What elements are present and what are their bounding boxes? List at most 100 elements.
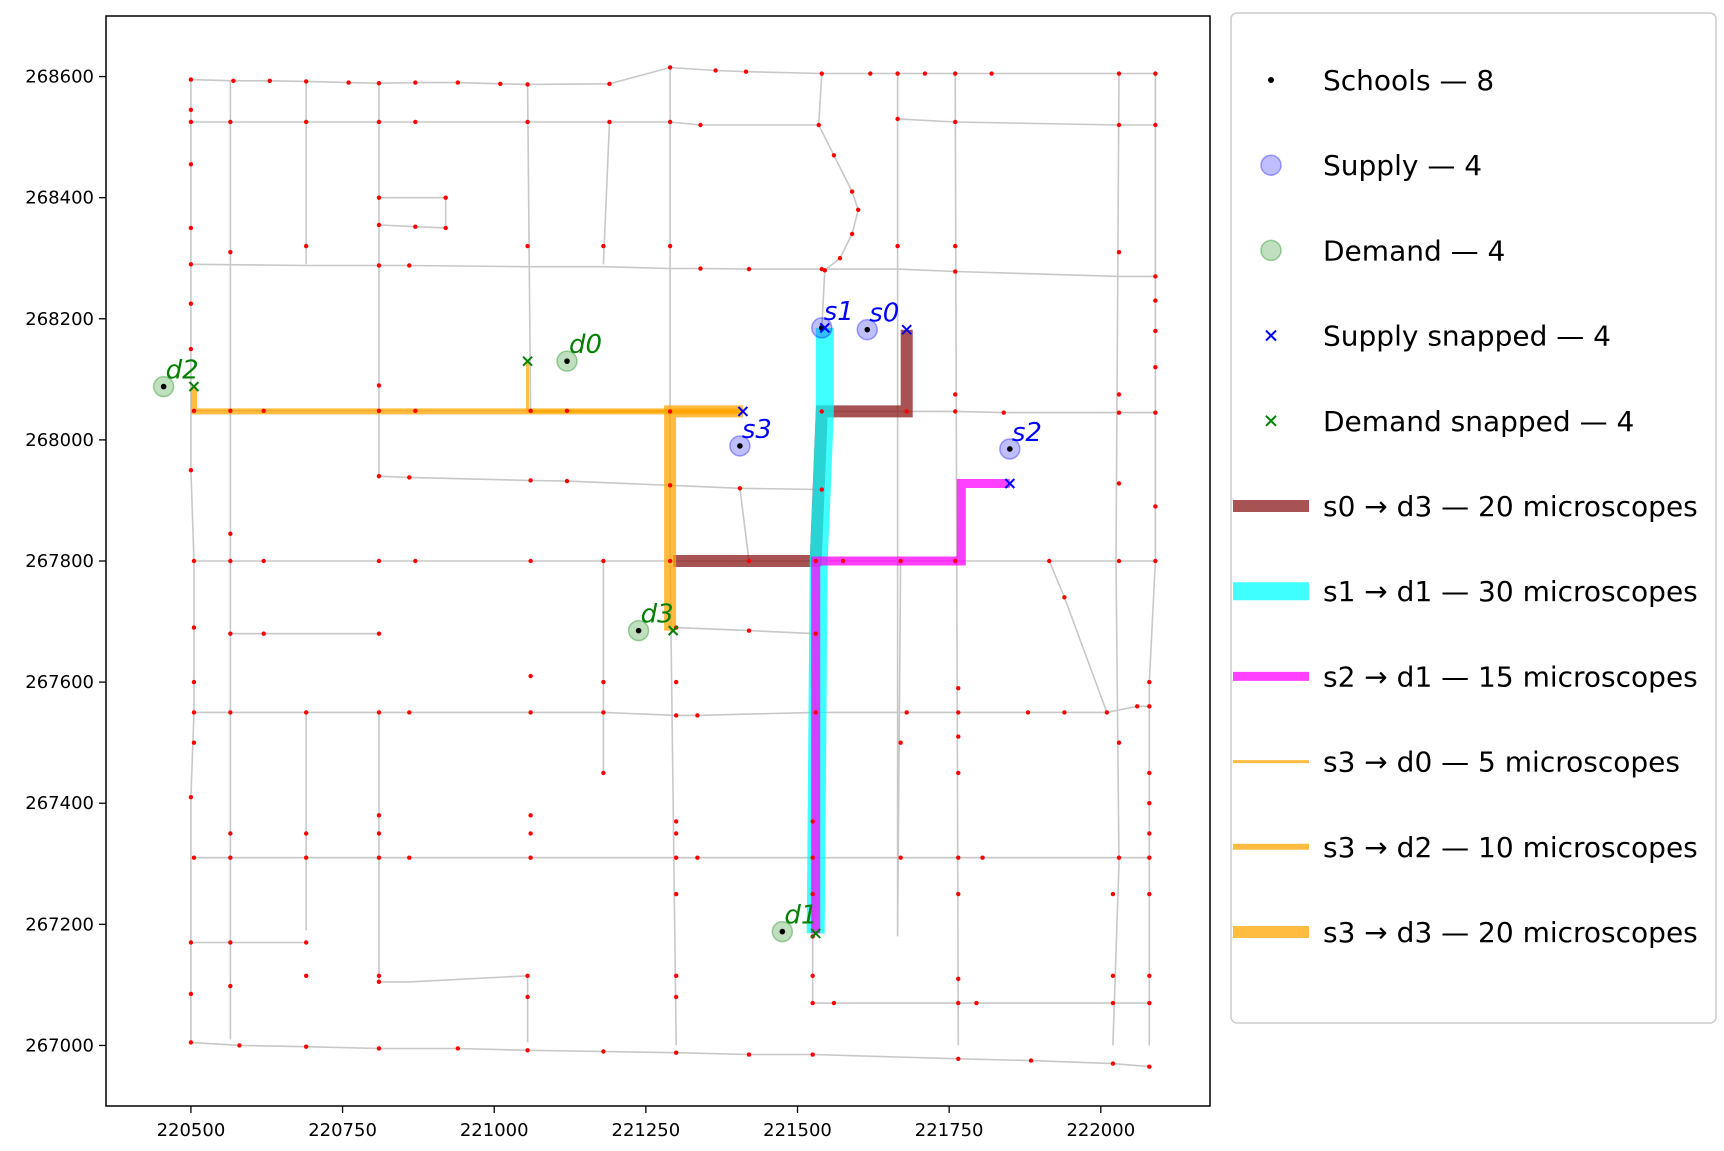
network-node xyxy=(673,1050,679,1055)
network-node xyxy=(1147,855,1152,860)
network-node xyxy=(1116,740,1122,745)
network-node xyxy=(698,266,703,271)
y-tick-label: 267000 xyxy=(25,1035,94,1056)
network-node xyxy=(746,628,752,633)
network-node xyxy=(956,734,961,739)
network-node xyxy=(1116,122,1122,128)
network-node xyxy=(1028,1058,1034,1063)
legend-item: Demand — 4 xyxy=(1260,234,1505,267)
network-node xyxy=(956,710,961,715)
network-node xyxy=(743,69,749,74)
legend-label: Demand — 4 xyxy=(1323,234,1505,267)
network-node xyxy=(188,301,194,306)
network-node xyxy=(1116,410,1122,415)
network-node xyxy=(1025,710,1031,715)
legend-frame xyxy=(1230,12,1717,1024)
network-node xyxy=(407,475,412,480)
network-node xyxy=(1153,328,1158,334)
network-node xyxy=(953,409,958,414)
road-segment xyxy=(896,73,902,937)
network-node xyxy=(228,408,233,414)
network-node xyxy=(667,243,673,249)
network-node xyxy=(822,268,828,273)
y-tick-label: 267800 xyxy=(25,551,94,572)
network-node xyxy=(564,478,570,484)
network-node xyxy=(898,855,903,860)
network-node xyxy=(188,77,194,82)
network-node xyxy=(528,408,533,414)
network-node xyxy=(1116,249,1122,255)
network-node xyxy=(1116,481,1122,486)
network-node xyxy=(895,71,900,76)
network-node xyxy=(1001,410,1006,415)
y-tick-label: 268600 xyxy=(25,67,94,88)
legend-item: s3 → d2 — 10 microscopes xyxy=(1233,831,1698,864)
network-node xyxy=(695,713,700,718)
network-node xyxy=(673,679,679,685)
network-node xyxy=(188,262,194,267)
network-node xyxy=(956,770,961,776)
network-node xyxy=(303,940,309,945)
network-node xyxy=(1153,410,1158,415)
network-node xyxy=(831,1000,837,1006)
network-node xyxy=(1047,558,1052,564)
network-node xyxy=(303,855,309,860)
network-node xyxy=(1153,558,1158,564)
network-node xyxy=(1062,595,1067,600)
legend-handle-x xyxy=(1265,329,1277,342)
legend-label: Schools — 8 xyxy=(1323,64,1494,97)
network-node xyxy=(895,243,900,249)
network-node xyxy=(261,631,266,636)
supply-snapped-marker xyxy=(819,322,831,334)
network-node xyxy=(1116,855,1122,860)
network-node xyxy=(746,1052,752,1057)
x-tick-label: 221000 xyxy=(460,1120,529,1141)
network-node xyxy=(1147,973,1152,979)
network-node xyxy=(819,71,824,76)
network-node xyxy=(895,116,900,122)
y-tick-label: 267600 xyxy=(25,672,94,693)
legend-label: s3 → d0 — 5 microscopes xyxy=(1323,746,1680,779)
network-node xyxy=(813,631,818,636)
network-node xyxy=(1110,1061,1116,1066)
supply-snapped-marker xyxy=(1004,478,1016,489)
network-node xyxy=(601,243,606,249)
network-node xyxy=(228,631,233,636)
network-node xyxy=(228,710,233,715)
network-node xyxy=(188,991,194,997)
point-label-s0: s0 xyxy=(869,299,899,329)
network-node xyxy=(953,392,958,397)
network-node xyxy=(228,855,233,860)
network-node xyxy=(528,813,533,818)
network-node xyxy=(413,558,418,564)
network-node xyxy=(376,119,382,125)
network-node xyxy=(376,222,382,228)
network-node xyxy=(228,983,233,989)
network-node xyxy=(261,408,266,414)
network-node xyxy=(376,831,382,836)
network-node xyxy=(1153,504,1158,509)
network-node xyxy=(376,973,382,979)
supply-snapped-marker xyxy=(901,324,912,335)
legend-item: s3 → d3 — 20 microscopes xyxy=(1233,916,1698,949)
network-node xyxy=(673,855,679,860)
network-node xyxy=(601,558,606,564)
network-node xyxy=(1110,891,1116,897)
network-node xyxy=(228,119,233,125)
network-node xyxy=(1104,710,1110,715)
legend-item: s2 → d1 — 15 microscopes xyxy=(1233,660,1698,693)
network-node xyxy=(528,558,533,564)
network-node xyxy=(413,80,418,85)
network-node xyxy=(413,408,418,414)
network-node xyxy=(376,408,382,414)
y-tick-label: 268000 xyxy=(25,430,94,451)
legend: Schools — 8 Supply — 4 Demand — 4 Supply sn… xyxy=(1230,12,1717,1024)
legend-item: s1 → d1 — 30 microscopes xyxy=(1233,575,1698,608)
road-segment xyxy=(897,118,1156,126)
network-node xyxy=(673,713,679,718)
road-segment xyxy=(1112,73,1120,1046)
network-node xyxy=(525,1048,530,1053)
network-node xyxy=(303,79,309,84)
school-marker xyxy=(160,383,167,390)
network-node xyxy=(1116,392,1122,397)
